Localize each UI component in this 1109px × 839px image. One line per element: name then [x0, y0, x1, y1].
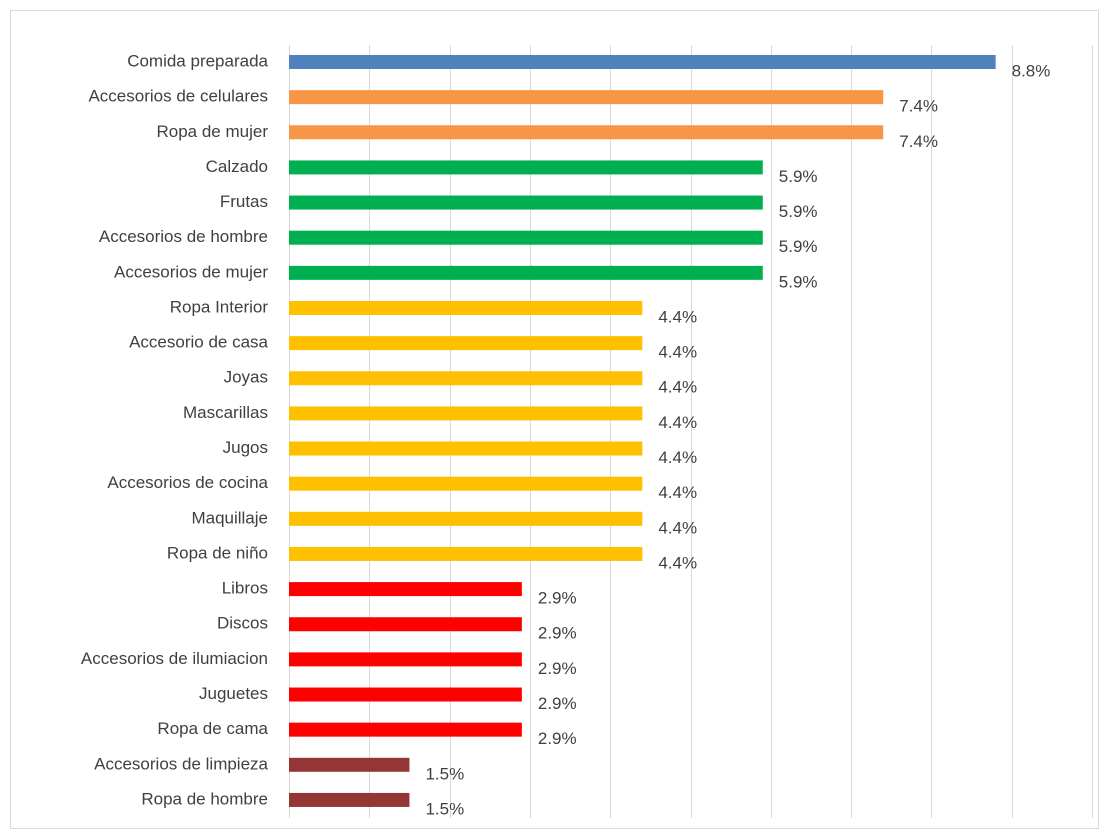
bar: [289, 55, 996, 69]
bar: [289, 722, 522, 737]
bar: [289, 125, 884, 140]
y-tick-label: Jugos: [223, 438, 268, 457]
bar: [289, 617, 522, 632]
data-label: 7.4%: [899, 132, 938, 151]
data-label: 4.4%: [658, 518, 697, 537]
y-tick-label: Accesorio de casa: [129, 333, 268, 352]
data-label: 1.5%: [425, 799, 464, 818]
bar: [289, 582, 522, 597]
y-tick-label: Ropa de mujer: [156, 122, 268, 141]
y-tick-label: Discos: [217, 614, 268, 633]
data-label: 1.5%: [425, 764, 464, 783]
data-label: 7.4%: [899, 97, 938, 116]
bar: [289, 511, 643, 526]
data-label: 2.9%: [538, 624, 577, 643]
bar: [289, 336, 643, 351]
data-label: 2.9%: [538, 589, 577, 608]
y-tick-label: Accesorios de celulares: [88, 87, 268, 106]
bar: [289, 757, 410, 772]
data-label: 2.9%: [538, 659, 577, 678]
data-label: 4.4%: [658, 483, 697, 502]
data-label: 4.4%: [658, 413, 697, 432]
y-tick-label: Frutas: [220, 192, 268, 211]
bar: [289, 792, 410, 807]
bar: [289, 195, 763, 210]
bar: [289, 300, 643, 315]
data-label: 2.9%: [538, 694, 577, 713]
bar: [289, 160, 763, 175]
bar: [289, 546, 643, 561]
y-tick-label: Accesorios de cocina: [107, 473, 268, 492]
bar: [289, 265, 763, 280]
y-tick-label: Ropa de cama: [157, 719, 268, 738]
y-tick-label: Accesorios de limpieza: [94, 754, 268, 773]
data-label: 5.9%: [779, 272, 818, 291]
bar: [289, 652, 522, 667]
y-tick-label: Libros: [222, 579, 268, 598]
y-tick-label: Accesorios de mujer: [114, 262, 268, 281]
data-label: 5.9%: [779, 202, 818, 221]
data-label: 4.4%: [658, 378, 697, 397]
bar: [289, 90, 884, 105]
bar: [289, 230, 763, 245]
y-tick-label: Ropa de niño: [167, 543, 268, 562]
y-tick-label: Juguetes: [199, 684, 268, 703]
y-tick-label: Ropa de hombre: [141, 789, 268, 808]
bar: [289, 476, 643, 491]
y-tick-label: Comida preparada: [127, 51, 268, 70]
y-tick-label: Maquillaje: [191, 508, 268, 527]
y-tick-label: Ropa Interior: [170, 297, 269, 316]
y-tick-label: Calzado: [206, 157, 268, 176]
bar: [289, 687, 522, 702]
y-tick-label: Mascarillas: [183, 403, 268, 422]
data-label: 4.4%: [658, 307, 697, 326]
data-label: 4.4%: [658, 448, 697, 467]
bar: [289, 406, 643, 421]
data-label: 5.9%: [779, 167, 818, 186]
data-label: 8.8%: [1012, 61, 1051, 80]
data-label: 2.9%: [538, 729, 577, 748]
data-label: 4.4%: [658, 553, 697, 572]
y-tick-label: Joyas: [224, 368, 268, 387]
bar: [289, 371, 643, 386]
y-tick-label: Accesorios de hombre: [99, 227, 268, 246]
data-label: 4.4%: [658, 343, 697, 362]
y-tick-label: Accesorios de ilumiacion: [81, 649, 268, 668]
bar: [289, 441, 643, 456]
data-label: 5.9%: [779, 237, 818, 256]
